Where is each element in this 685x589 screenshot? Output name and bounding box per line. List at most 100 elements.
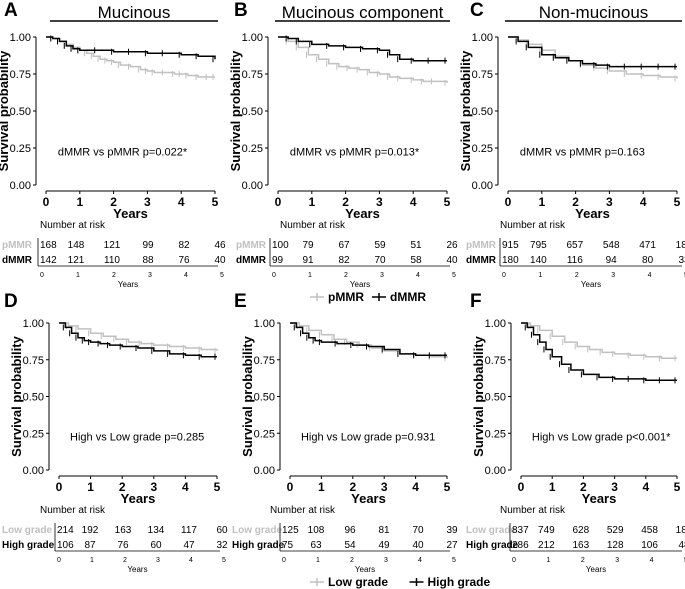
panel-f-risk-x-tick: 2 [581, 557, 585, 564]
panel-e-x-tick-label: 3 [381, 480, 388, 494]
panel-c-y-tick-label: 1.00 [472, 32, 493, 44]
panel-b-y-tick-label: 0.00 [242, 180, 263, 192]
panel-f-y-tick-label: 0.50 [485, 392, 506, 404]
panel-b-risk-x-label: Years [350, 280, 370, 289]
panel-f-risk-row-label: Low grade [466, 525, 516, 536]
panel-a-y-tick-label: 1.00 [10, 32, 31, 44]
panel-b-letter: B [234, 0, 248, 21]
panel-c-curve-series2 [508, 36, 677, 68]
panel-c-risk-value: 33 [678, 255, 685, 266]
panel-d-risk-x-tick: 0 [57, 557, 61, 564]
panel-e-risk-row-label: Low grade [232, 525, 282, 536]
panel-e-risk-value: 49 [378, 540, 390, 551]
panel-f-x-tick-label: 2 [580, 480, 587, 494]
panel-a-x-tick-label: 1 [76, 195, 83, 209]
panel-f-pvalue: High vs Low grade p<0.001* [532, 432, 671, 444]
panel-a-risk-value: 88 [142, 255, 154, 266]
panel-f-risk-value: 163 [572, 540, 589, 551]
panel-d-risk-x-tick: 1 [90, 557, 94, 564]
panel-c-risk-value: 471 [639, 240, 656, 251]
panel-c-risk-title: Number at risk [500, 220, 566, 231]
panel-d-risk-value: 134 [148, 525, 165, 536]
panel-e-risk-value: 27 [446, 540, 458, 551]
panel-f-risk-value: 212 [538, 540, 555, 551]
panel-e-risk-x-tick: 3 [384, 557, 388, 564]
panel-f-risk-row-label: High grade [466, 540, 519, 551]
panel-b-risk-value: 99 [272, 255, 284, 266]
panel-e-risk-x-tick: 4 [418, 557, 422, 564]
panel-d-risk-value: 60 [150, 540, 162, 551]
panel-b-x-tick-label: 0 [275, 195, 282, 209]
panel-f-y-tick-label: 0.75 [485, 355, 506, 367]
panel-a-risk-value: 168 [40, 240, 57, 251]
panel-c-risk-value: 180 [502, 255, 519, 266]
panel-e-risk-value: 81 [378, 525, 390, 536]
panel-e-y-tick-label: 0.00 [254, 465, 275, 477]
panel-e-risk-value: 39 [446, 525, 458, 536]
panel-e-x-tick-label: 1 [318, 480, 325, 494]
panel-e-curve-series2 [290, 322, 447, 357]
panel-e-risk-row-label: High grade [232, 540, 285, 551]
panel-d-x-tick-label: 3 [150, 480, 157, 494]
panel-c-y-tick-label: 0.50 [472, 106, 493, 118]
panel-a-risk-value: 99 [142, 240, 154, 251]
panel-e-risk-x-tick: 5 [452, 557, 456, 564]
panel-a-x-tick-label: 2 [110, 195, 117, 209]
panel-f-y-axis-label: Survival probability [471, 335, 486, 456]
panel-f-risk-value: 48 [678, 540, 685, 551]
panel-c-risk-x-label: Years [581, 280, 601, 289]
panel-f-risk-x-tick: 1 [546, 557, 550, 564]
panel-c-risk-value: 94 [606, 255, 618, 266]
panel-c-risk-value: 140 [530, 255, 547, 266]
panel-a-y-tick-label: 0.50 [10, 106, 31, 118]
panel-b-risk-value: 59 [374, 240, 386, 251]
panel-c-x-axis-label: Years [575, 206, 610, 221]
panel-b-x-tick-label: 5 [444, 195, 451, 209]
panel-c-letter: C [470, 0, 484, 21]
panel-b-title: Mucinous component [282, 3, 444, 22]
panel-e-y-tick-label: 0.50 [254, 392, 275, 404]
panel-c-y-tick-label: 0.75 [472, 69, 493, 81]
panel-b-risk-x-tick: 1 [308, 272, 312, 279]
panel-d-risk-x-tick: 2 [123, 557, 127, 564]
panel-f-risk-value: 128 [607, 540, 624, 551]
panel-f-x-tick-label: 0 [518, 480, 525, 494]
panel-a-letter: A [4, 0, 18, 21]
panel-d-curve-series2 [59, 322, 217, 358]
panel-a-x-tick-label: 0 [43, 195, 50, 209]
panel-d-risk-x-tick: 4 [189, 557, 193, 564]
panel-a-x-tick-label: 5 [212, 195, 219, 209]
panel-e-risk-title: Number at risk [270, 505, 336, 516]
panel-b-risk-x-tick: 5 [452, 272, 456, 279]
panel-b-x-tick-label: 4 [410, 195, 417, 209]
panel-b-risk-value: 82 [338, 255, 350, 266]
panel-b-y-axis-label: Survival probability [228, 50, 243, 171]
panel-d-risk-x-tick: 5 [222, 557, 226, 564]
panel-c-risk-value: 188 [676, 240, 685, 251]
panel-b-risk-row-label: dMMR [236, 255, 267, 266]
panel-c-x-tick-label: 5 [674, 195, 681, 209]
panel-f-risk-value: 529 [607, 525, 624, 536]
panel-e-risk-value: 96 [344, 525, 356, 536]
panel-b-risk-value: 70 [374, 255, 386, 266]
panel-d-risk-value: 106 [57, 540, 74, 551]
panel-a-risk-value: 121 [68, 255, 85, 266]
panel-d-risk-value: 192 [82, 525, 99, 536]
panel-a-risk-row-label: pMMR [2, 240, 33, 251]
panel-e-risk-value: 54 [344, 540, 356, 551]
panel-a-y-tick-label: 0.25 [10, 143, 31, 155]
panel-b-risk-value: 91 [302, 255, 314, 266]
panel-f-x-axis-label: Years [582, 491, 617, 506]
panel-b-risk-row-label: pMMR [236, 240, 267, 251]
panel-b-risk-x-tick: 3 [380, 272, 384, 279]
panel-c-y-tick-label: 0.25 [472, 143, 493, 155]
panel-b-risk-value: 51 [410, 240, 422, 251]
panel-f-risk-value: 749 [538, 525, 555, 536]
panel-d-risk-value: 117 [181, 525, 197, 536]
panel-b-risk-value: 58 [410, 255, 422, 266]
panel-f-y-tick-label: 1.00 [485, 318, 506, 330]
panel-d-risk-x-label: Years [127, 565, 147, 574]
panel-b-pvalue: dMMR vs pMMR p=0.013* [290, 146, 420, 158]
panel-e-risk-x-tick: 2 [350, 557, 354, 564]
panel-c-risk-value: 80 [642, 255, 654, 266]
